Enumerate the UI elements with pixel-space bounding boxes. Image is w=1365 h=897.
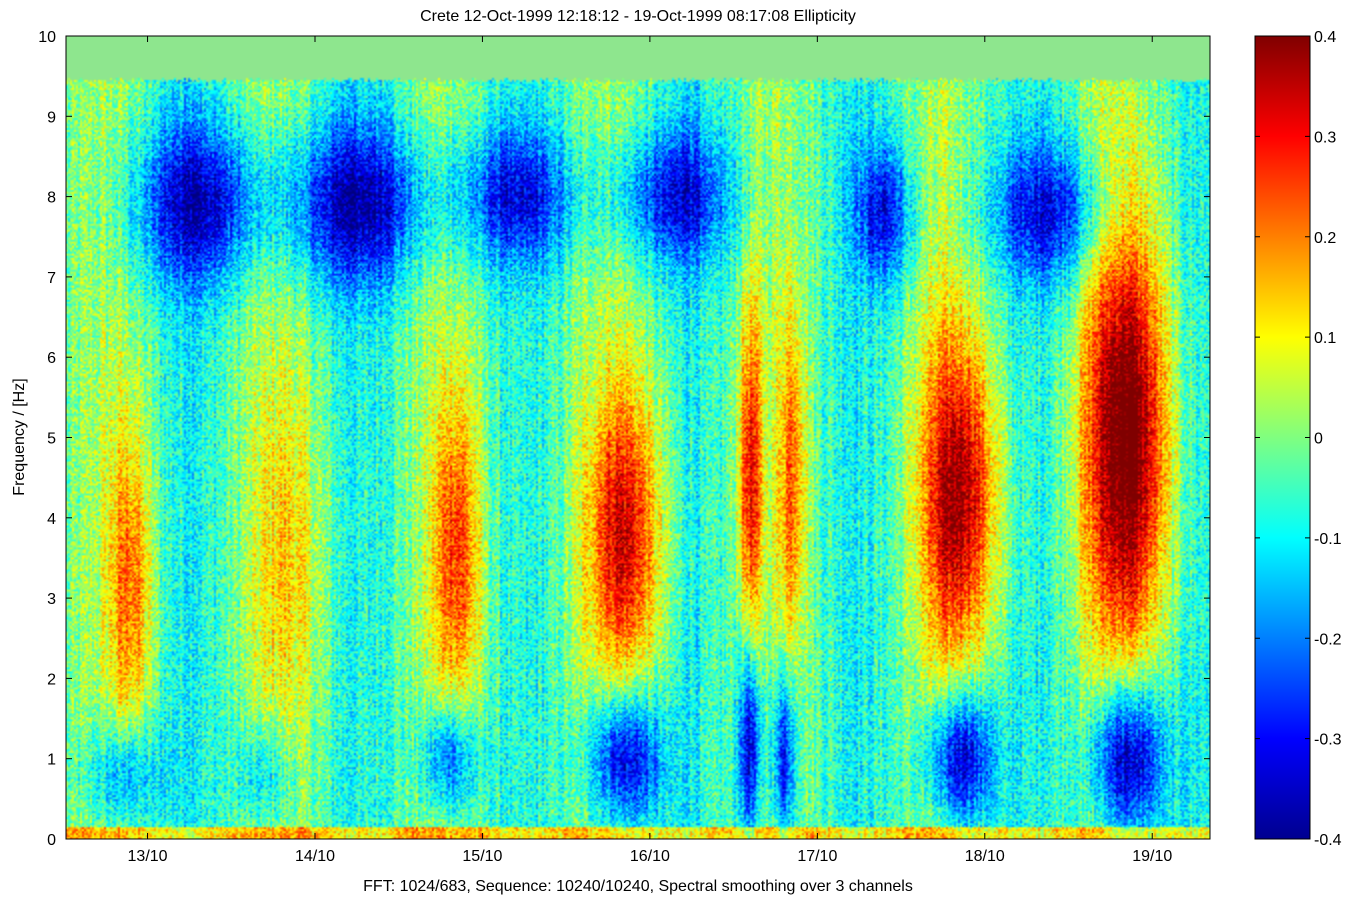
x-axis: 13/10 14/10 15/10 16/10 17/10 18/10 19/10 (128, 36, 1172, 865)
chart-title: Crete 12-Oct-1999 12:18:12 - 19-Oct-1999… (420, 8, 856, 25)
y-tick-label: 3 (47, 591, 56, 608)
x-tick-label: 14/10 (295, 848, 335, 865)
colorbar-tick-label: 0 (1314, 431, 1323, 448)
y-axis-label: Frequency / [Hz] (11, 378, 28, 495)
y-tick-label: 0 (47, 832, 56, 849)
colorbar-tick-label: 0.3 (1314, 129, 1336, 146)
colorbar-tick-label: 0.1 (1314, 330, 1336, 347)
spectrogram-plot-area (66, 36, 1210, 839)
y-tick-label: 5 (47, 431, 56, 448)
colorbar-axis: 0.4 0.3 0.2 0.1 0 -0.1 -0.2 -0.3 -0.4 (1255, 29, 1342, 849)
colorbar-tick-label: -0.4 (1314, 832, 1342, 849)
y-tick-label: 9 (47, 109, 56, 126)
y-tick-label: 8 (47, 190, 56, 207)
colorbar-tick-label: -0.2 (1314, 631, 1342, 648)
colorbar-tick-label: 0.4 (1314, 29, 1336, 46)
y-tick-label: 2 (47, 671, 56, 688)
x-tick-label: 15/10 (462, 848, 502, 865)
colorbar-tick-label: -0.1 (1314, 531, 1342, 548)
spectrogram-image (66, 36, 1210, 839)
colorbar-tick-label: -0.3 (1314, 732, 1342, 749)
y-tick-label: 1 (47, 752, 56, 769)
x-tick-label: 17/10 (797, 848, 837, 865)
colorbar-tick-label: 0.2 (1314, 230, 1336, 247)
y-tick-label: 7 (47, 270, 56, 287)
y-tick-label: 4 (47, 511, 56, 528)
x-tick-label: 19/10 (1132, 848, 1172, 865)
y-tick-label: 10 (38, 29, 56, 46)
x-tick-label: 18/10 (965, 848, 1005, 865)
colorbar (1254, 35, 1311, 840)
x-tick-label: 16/10 (630, 848, 670, 865)
x-tick-label: 13/10 (128, 848, 168, 865)
x-axis-label: FFT: 1024/683, Sequence: 10240/10240, Sp… (363, 878, 913, 895)
y-axis: 0 1 2 3 4 5 6 7 8 9 10 (38, 29, 1210, 849)
y-tick-label: 6 (47, 350, 56, 367)
